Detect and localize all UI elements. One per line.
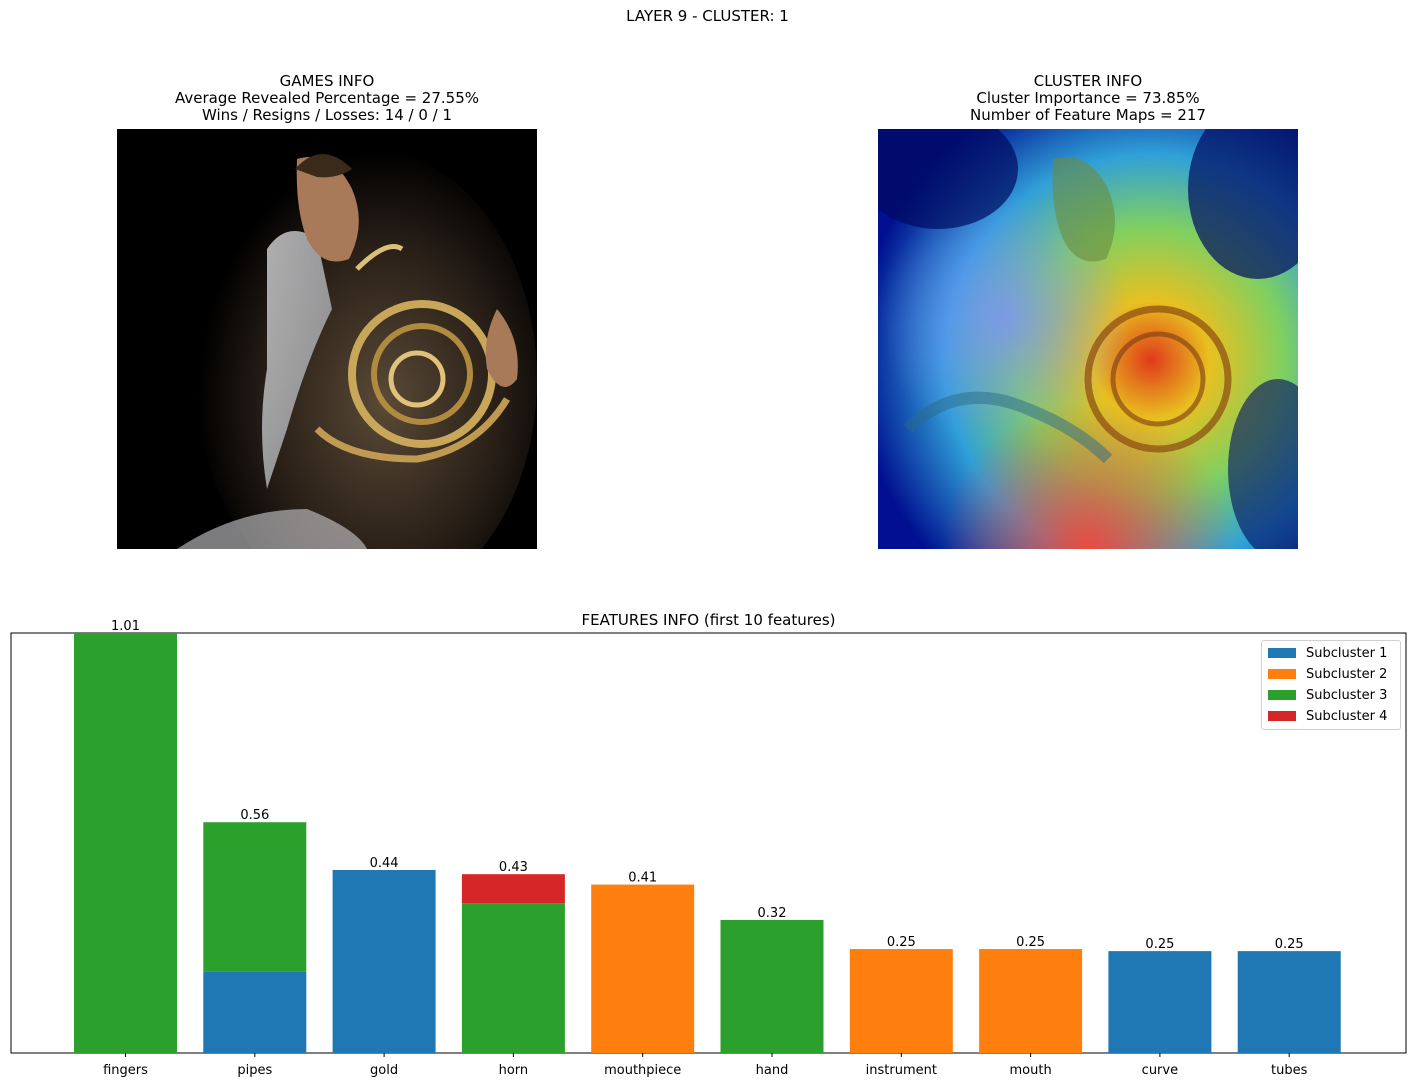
x-tick-label: curve <box>1142 1063 1178 1078</box>
x-tick-label: instrument <box>866 1063 937 1078</box>
plot-frame <box>10 632 1407 1054</box>
bar-instrument-subcluster-2 <box>849 949 953 1053</box>
bar-value-label: 0.44 <box>370 856 399 871</box>
bar-horn-subcluster-4 <box>461 874 565 904</box>
bar-value-label: 0.25 <box>887 935 916 950</box>
bar-value-label: 0.41 <box>628 871 657 886</box>
legend-swatch <box>1268 648 1296 658</box>
x-tick-label: fingers <box>103 1063 148 1078</box>
bar-value-label: 0.32 <box>758 906 787 921</box>
cluster-info-heading: CLUSTER INFO <box>1033 72 1143 90</box>
legend-item-subcluster-4: Subcluster 4 <box>1268 708 1387 724</box>
games-info-revealed: Average Revealed Percentage = 27.55% <box>174 89 479 107</box>
bar-pipes-subcluster-3 <box>203 822 307 972</box>
revealed-image-graphic <box>117 129 537 549</box>
cluster-info-importance: Cluster Importance = 73.85% <box>976 89 1200 107</box>
chart-title: FEATURES INFO (first 10 features) <box>581 611 836 629</box>
x-tick-label: gold <box>370 1063 398 1078</box>
bar-value-label: 0.56 <box>240 808 269 823</box>
games-info-heading: GAMES INFO <box>279 72 375 90</box>
legend-item-subcluster-2: Subcluster 2 <box>1268 666 1387 682</box>
bar-curve-subcluster-1 <box>1108 951 1212 1053</box>
bar-tubes-subcluster-1 <box>1237 951 1341 1053</box>
cluster-info-feature-maps: Number of Feature Maps = 217 <box>970 106 1206 124</box>
x-tick-label: pipes <box>237 1063 272 1078</box>
bar-value-label: 0.43 <box>499 860 528 875</box>
figure-suptitle: LAYER 9 - CLUSTER: 1 <box>626 7 789 25</box>
legend-label: Subcluster 4 <box>1306 708 1388 724</box>
legend-swatch <box>1268 690 1296 700</box>
legend-label: Subcluster 1 <box>1306 645 1388 661</box>
bar-mouth-subcluster-2 <box>979 949 1083 1053</box>
chart-legend: Subcluster 1 Subcluster 2 Subcluster 3 S… <box>1261 640 1401 730</box>
games-info-results: Wins / Resigns / Losses: 14 / 0 / 1 <box>201 106 453 124</box>
x-tick-label: hand <box>756 1063 789 1078</box>
bar-value-label: 1.01 <box>111 619 140 634</box>
bar-horn-subcluster-3 <box>461 903 565 1053</box>
bar-value-label: 0.25 <box>1016 935 1045 950</box>
bar-fingers-subcluster-3 <box>74 633 177 1053</box>
legend-item-subcluster-3: Subcluster 3 <box>1268 687 1387 703</box>
x-tick-label: mouth <box>1009 1063 1051 1078</box>
legend-item-subcluster-1: Subcluster 1 <box>1268 645 1387 661</box>
revealed-image <box>117 129 537 549</box>
bar-gold-subcluster-1 <box>332 870 436 1053</box>
heatmap-image <box>878 129 1298 549</box>
games-info-title: GAMES INFO Average Revealed Percentage =… <box>77 73 577 124</box>
heatmap-image-graphic <box>878 129 1298 549</box>
bar-hand-subcluster-3 <box>720 919 824 1053</box>
legend-label: Subcluster 2 <box>1306 666 1388 682</box>
bar-value-label: 0.25 <box>1275 937 1304 952</box>
x-tick-label: horn <box>499 1063 529 1078</box>
bar-pipes-subcluster-1 <box>203 971 307 1053</box>
x-tick-label: tubes <box>1271 1063 1308 1078</box>
bar-mouthpiece-subcluster-2 <box>591 884 695 1053</box>
x-tick-label: mouthpiece <box>604 1063 681 1078</box>
bar-value-label: 0.25 <box>1145 937 1174 952</box>
legend-swatch <box>1268 711 1296 721</box>
cluster-info-title: CLUSTER INFO Cluster Importance = 73.85%… <box>838 73 1338 124</box>
legend-swatch <box>1268 669 1296 679</box>
legend-label: Subcluster 3 <box>1306 687 1388 703</box>
